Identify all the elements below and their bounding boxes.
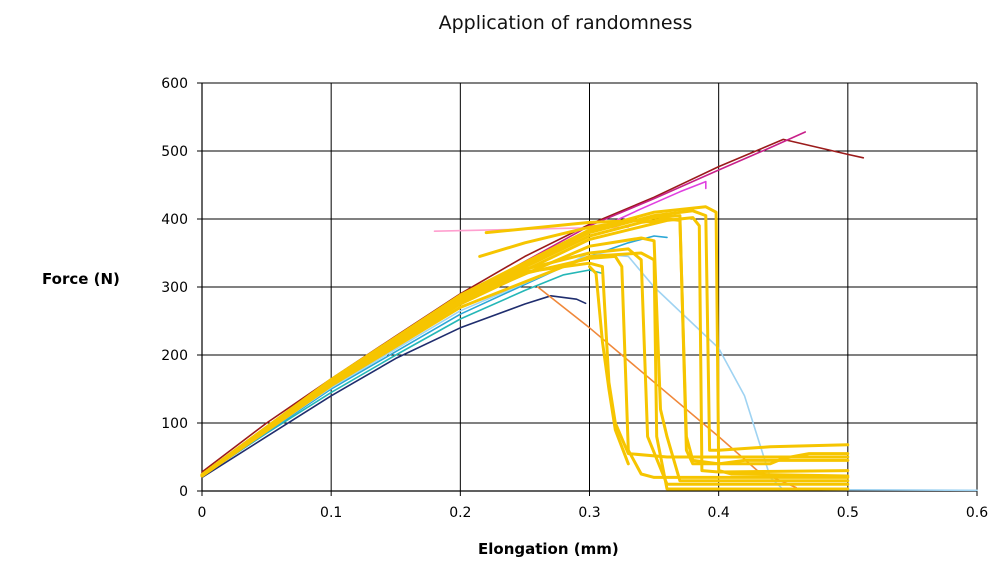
series-line-21 xyxy=(588,265,630,466)
series-line-19 xyxy=(200,216,850,477)
series-line-5 xyxy=(201,295,587,479)
y-tick-label: 400 xyxy=(161,212,188,228)
x-tick-label: 0.3 xyxy=(578,505,600,521)
series-line-20 xyxy=(484,218,656,235)
y-tick-label: 300 xyxy=(161,280,188,296)
series-line-13 xyxy=(200,209,850,477)
series-line-12 xyxy=(200,217,850,477)
y-tick-label: 0 xyxy=(179,484,188,500)
x-tick-label: 0.4 xyxy=(708,505,730,521)
series-line-6 xyxy=(201,269,604,477)
x-axis-label: Elongation (mm) xyxy=(478,540,619,558)
y-tick-label: 500 xyxy=(161,144,188,160)
y-tick-label: 100 xyxy=(161,416,188,432)
series-line-17 xyxy=(200,236,850,483)
series-line-14 xyxy=(200,205,850,478)
y-tick-label: 200 xyxy=(161,348,188,364)
x-tick-label: 0.2 xyxy=(449,505,471,521)
series-line-1 xyxy=(201,138,865,473)
x-tick-label: 0.5 xyxy=(837,505,859,521)
x-tick-label: 0.6 xyxy=(966,505,988,521)
y-tick-label: 600 xyxy=(161,76,188,92)
x-tick-label: 0.1 xyxy=(320,505,342,521)
chart-title: Application of randomness xyxy=(438,12,693,34)
series-line-18 xyxy=(200,251,850,491)
y-axis-label: Force (N) xyxy=(42,270,120,288)
x-tick-label: 0 xyxy=(198,505,207,521)
series-line-16 xyxy=(200,261,850,477)
